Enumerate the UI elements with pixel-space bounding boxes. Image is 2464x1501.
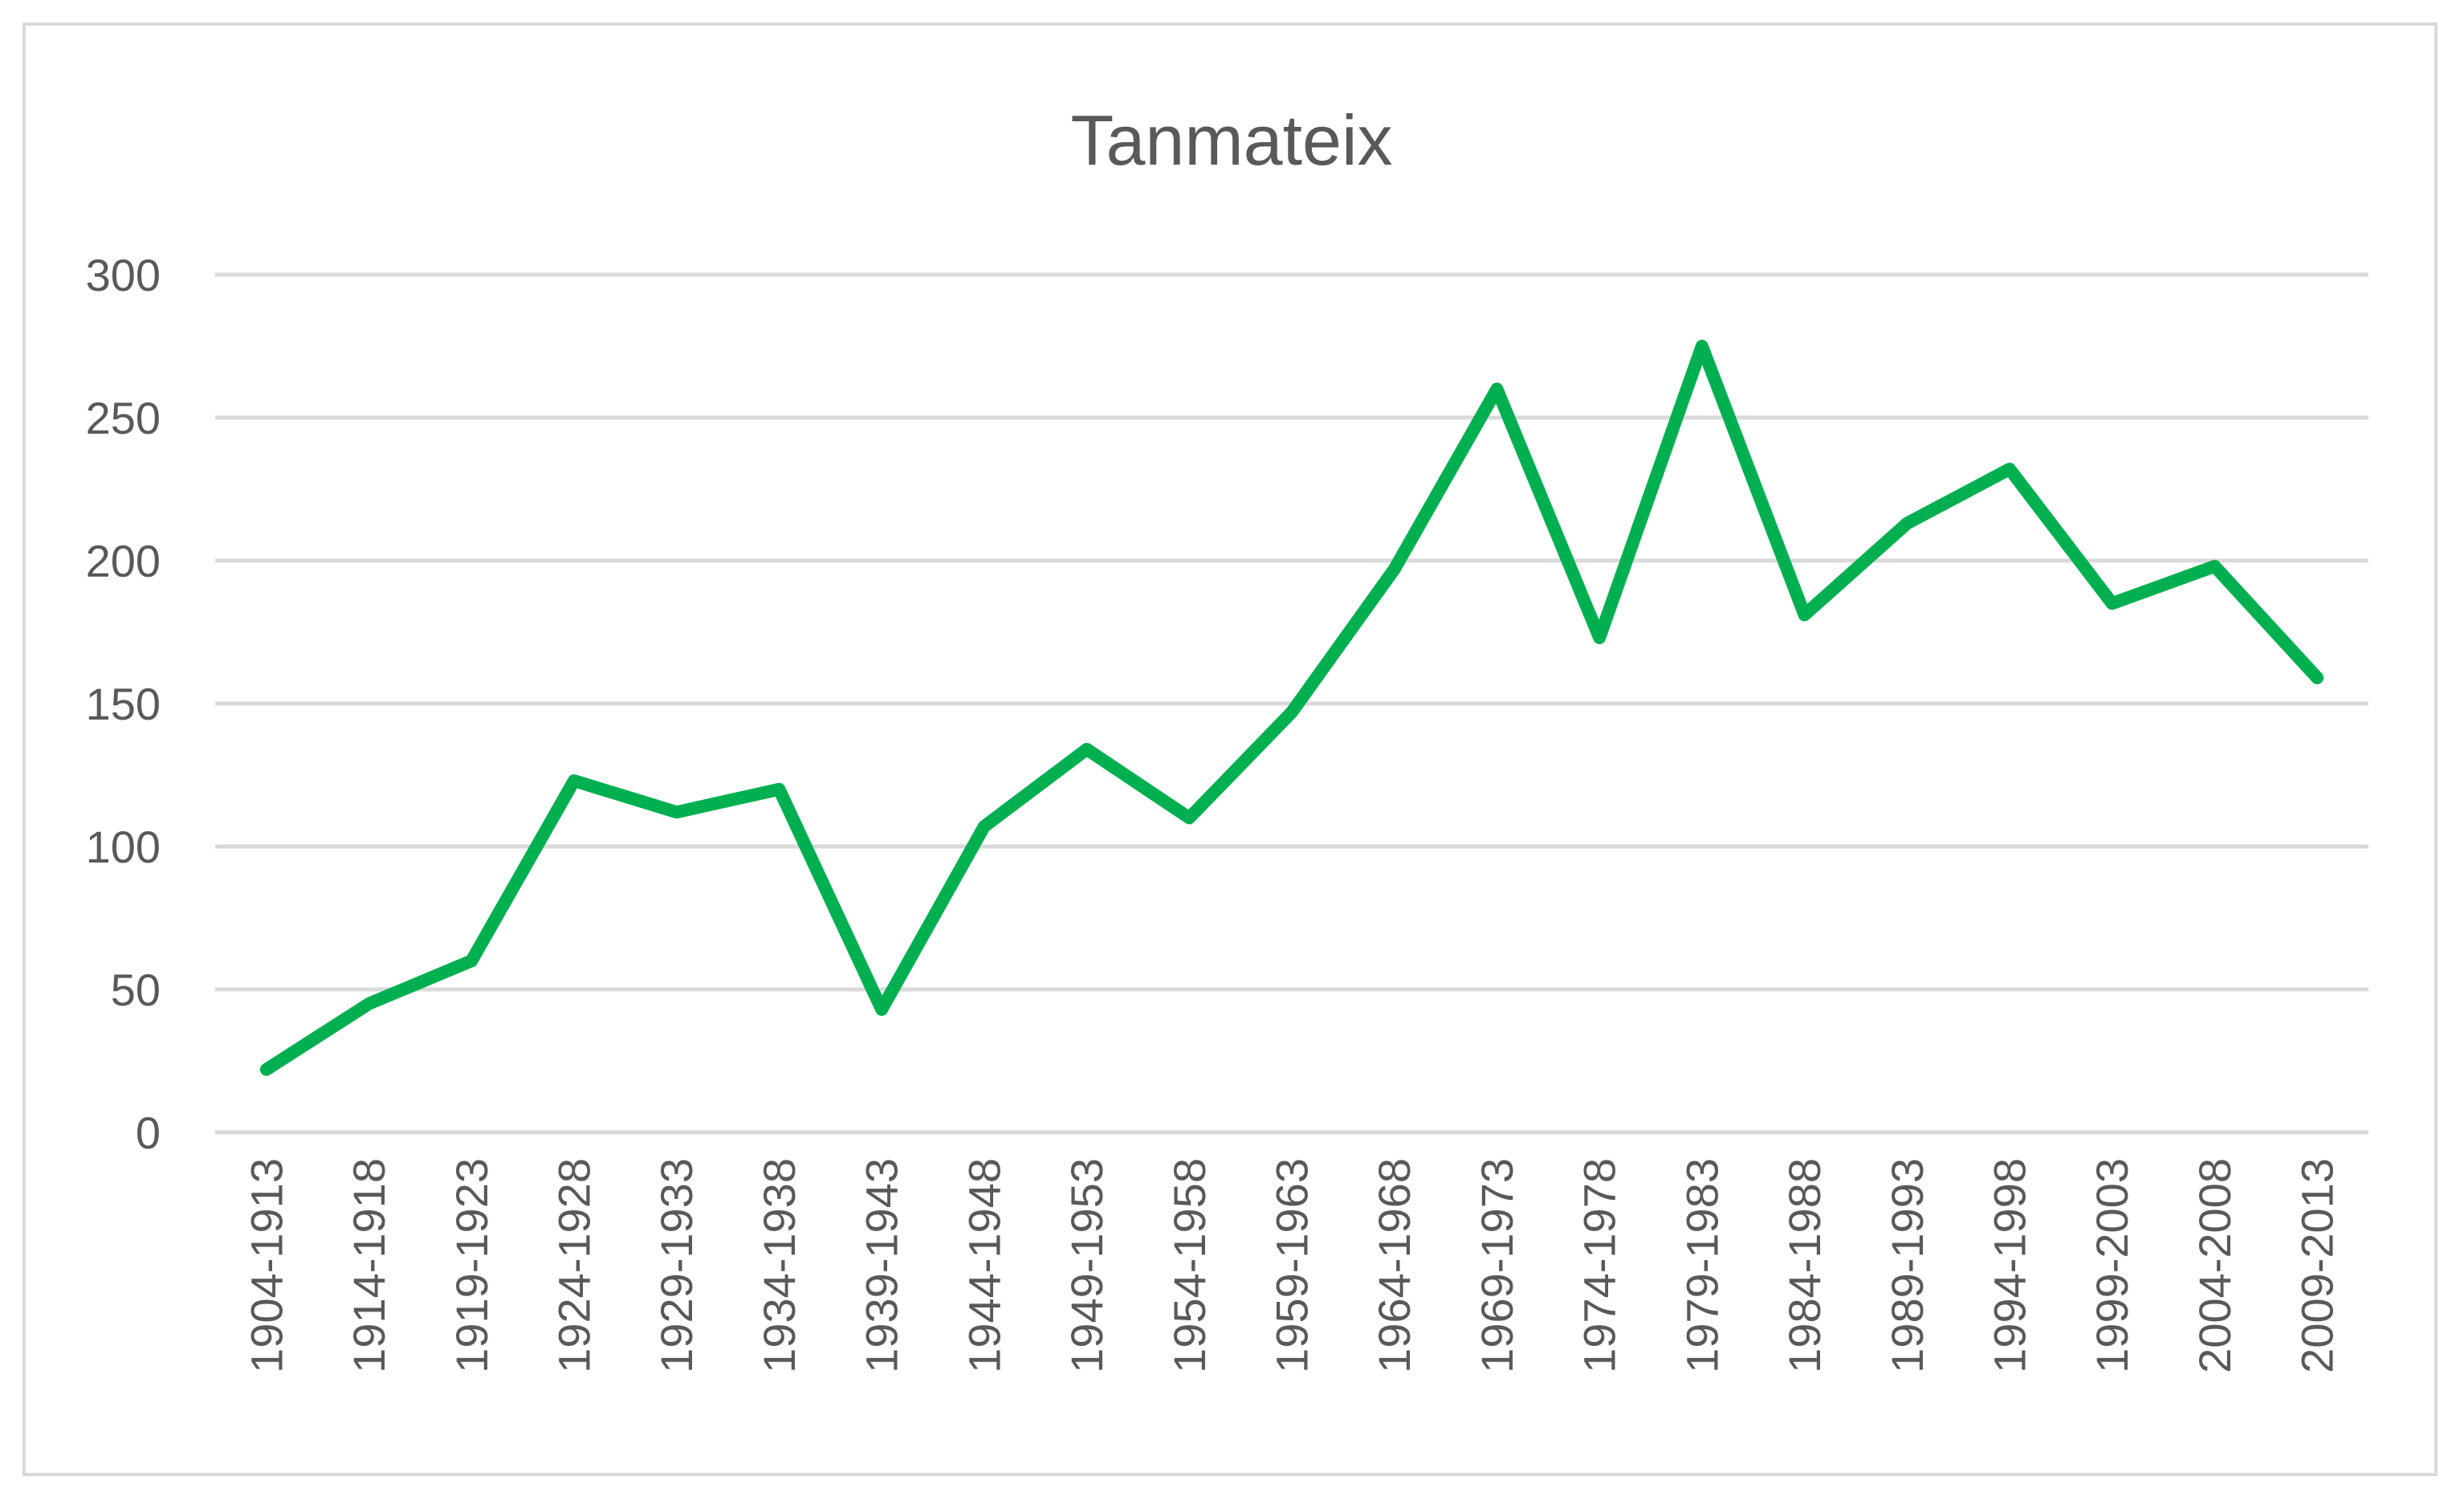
x-tick-label: 1934-1938 xyxy=(754,1158,804,1373)
gridlines xyxy=(215,272,2368,1135)
x-tick-label: 1999-2003 xyxy=(2087,1158,2137,1373)
x-tick-label: 1929-1933 xyxy=(651,1158,702,1373)
x-tick-label: 1914-1918 xyxy=(344,1158,394,1373)
x-tick-label: 1924-1928 xyxy=(549,1158,600,1373)
x-tick-label: 1989-1993 xyxy=(1882,1158,1933,1373)
x-tick-label: 1954-1958 xyxy=(1164,1158,1215,1373)
y-tick-label: 100 xyxy=(86,822,161,872)
x-tick-label: 1919-1923 xyxy=(446,1158,497,1373)
y-axis-tick-labels: 0 50 100 150 200 250 300 xyxy=(86,250,161,1158)
x-tick-label: 1974-1978 xyxy=(1574,1158,1625,1373)
chart-title: Tanmateix xyxy=(1070,100,1392,180)
x-tick-label: 1949-1953 xyxy=(1061,1158,1112,1373)
series-line xyxy=(259,340,2324,1076)
x-tick-label: 1994-1998 xyxy=(1985,1158,2035,1373)
x-tick-label: 2004-2008 xyxy=(2189,1158,2240,1373)
y-tick-label: 150 xyxy=(86,679,161,729)
x-tick-label: 1944-1948 xyxy=(959,1158,1009,1373)
x-tick-label: 1969-1973 xyxy=(1472,1158,1522,1373)
x-tick-label: 2009-2013 xyxy=(2292,1158,2343,1373)
x-tick-label: 1984-1988 xyxy=(1779,1158,1830,1373)
x-tick-label: 1964-1968 xyxy=(1369,1158,1419,1373)
x-tick-label: 1939-1943 xyxy=(857,1158,907,1373)
series-layer xyxy=(259,340,2324,1076)
x-tick-label: 1979-1983 xyxy=(1676,1158,1727,1373)
y-tick-label: 200 xyxy=(86,536,161,586)
y-tick-label: 0 xyxy=(136,1107,161,1158)
x-tick-label: 1959-1963 xyxy=(1267,1158,1318,1373)
x-tick-label: 1904-1913 xyxy=(241,1158,291,1373)
y-tick-label: 250 xyxy=(86,393,161,443)
y-tick-label: 50 xyxy=(111,965,161,1015)
y-tick-label: 300 xyxy=(86,250,161,300)
x-axis-tick-labels: 1904-1913 1914-1918 1919-1923 1924-1928 1929… xyxy=(241,1158,2342,1373)
chart-frame xyxy=(22,22,2438,1476)
